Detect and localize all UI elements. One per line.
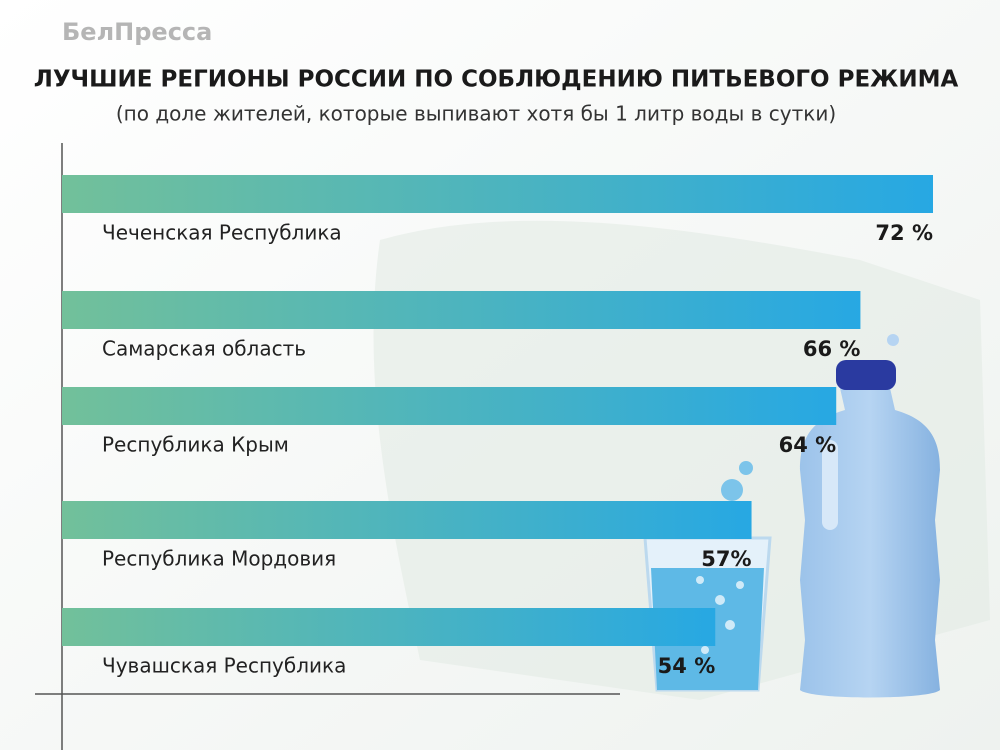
bar — [62, 175, 933, 213]
category-label: Чувашская Республика — [102, 654, 346, 678]
category-label: Республика Крым — [102, 433, 289, 457]
value-label: 72 % — [875, 221, 933, 245]
bar — [62, 501, 752, 539]
bar — [62, 387, 837, 425]
value-label: 57% — [701, 547, 751, 571]
category-label: Самарская область — [102, 337, 306, 361]
value-label: 66 % — [803, 337, 861, 361]
category-label: Республика Мордовия — [102, 547, 336, 571]
value-label: 54 % — [658, 654, 716, 678]
source-logo: БелПресса — [62, 18, 212, 46]
chart-title: ЛУЧШИЕ РЕГИОНЫ РОССИИ ПО СОБЛЮДЕНИЮ ПИТЬ… — [34, 67, 959, 93]
bar — [62, 291, 861, 329]
bar — [62, 608, 716, 646]
bottle — [800, 334, 940, 698]
value-label: 64 % — [779, 433, 837, 457]
category-label: Чеченская Республика — [102, 221, 342, 245]
chart-subtitle: (по доле жителей, которые выпивают хотя … — [116, 102, 836, 126]
